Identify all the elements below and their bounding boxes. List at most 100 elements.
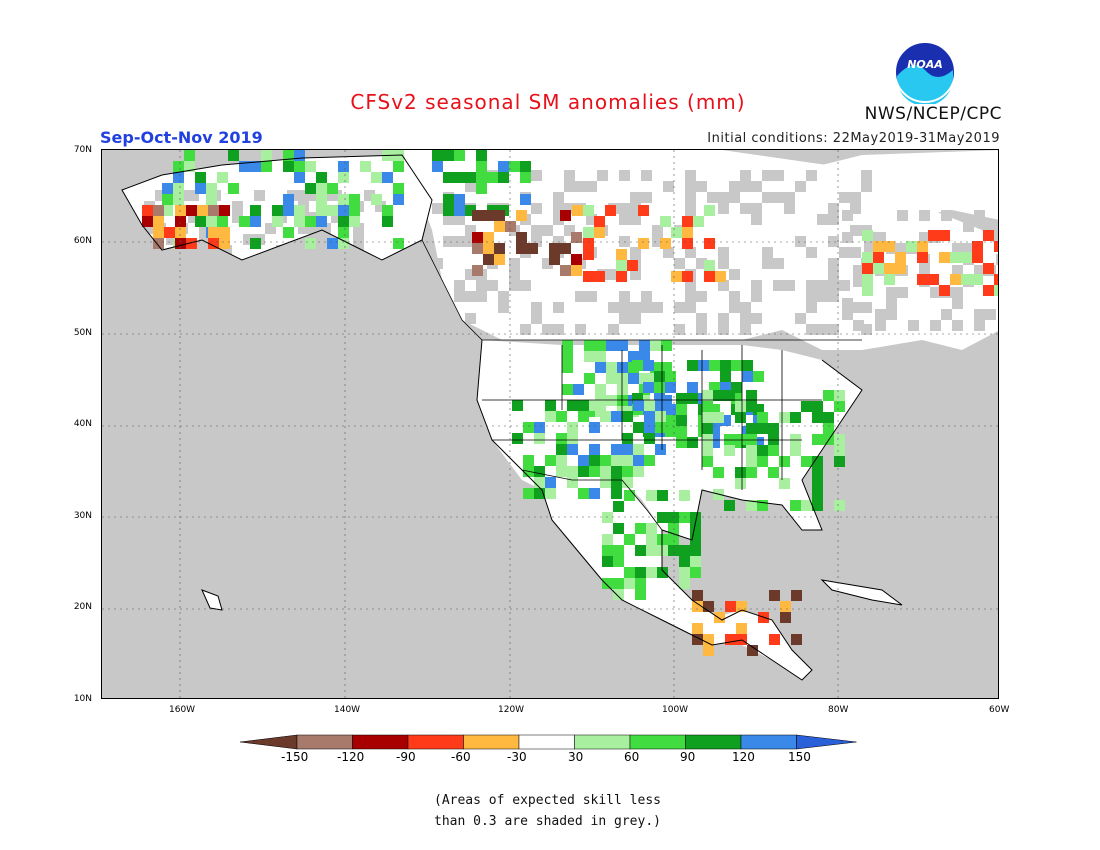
grid-cell bbox=[287, 245, 298, 256]
grid-cell bbox=[186, 205, 197, 216]
grid-cell bbox=[812, 456, 823, 467]
grid-cell bbox=[657, 512, 668, 523]
grid-cell bbox=[731, 393, 742, 404]
grid-cell bbox=[709, 426, 720, 437]
grid-cell bbox=[660, 238, 671, 249]
grid-cell bbox=[228, 183, 239, 194]
grid-cell bbox=[704, 271, 715, 282]
grid-cell bbox=[512, 400, 523, 411]
grid-cell bbox=[465, 225, 476, 236]
grid-cell bbox=[454, 194, 465, 205]
grid-cell bbox=[720, 415, 731, 426]
grid-cell bbox=[679, 556, 690, 567]
grid-cell bbox=[828, 258, 839, 269]
grid-cell bbox=[617, 362, 628, 373]
grid-cell bbox=[613, 556, 624, 567]
grid-cell bbox=[644, 422, 655, 433]
grid-cell bbox=[584, 406, 595, 417]
grid-cell bbox=[919, 210, 930, 221]
grid-cell bbox=[509, 280, 520, 291]
grid-cell bbox=[861, 324, 872, 335]
grid-cell bbox=[884, 263, 895, 274]
grid-cell bbox=[652, 302, 663, 313]
grid-cell bbox=[162, 205, 173, 216]
grid-cell bbox=[685, 247, 696, 258]
grid-cell bbox=[556, 455, 567, 466]
legend-swatch bbox=[352, 734, 409, 750]
grid-cell bbox=[472, 265, 483, 276]
grid-cell bbox=[195, 172, 206, 183]
grid-cell bbox=[578, 466, 589, 477]
grid-cell bbox=[828, 236, 839, 247]
grid-cell bbox=[534, 433, 545, 444]
grid-cell bbox=[567, 400, 578, 411]
grid-cell bbox=[650, 362, 661, 373]
grid-cell bbox=[812, 489, 823, 500]
grid-cell bbox=[702, 401, 713, 412]
legend-swatch bbox=[407, 734, 464, 750]
grid-cell bbox=[884, 274, 895, 285]
grid-cell bbox=[801, 500, 812, 511]
grid-cell bbox=[454, 172, 465, 183]
legend-tick: 30 bbox=[568, 750, 584, 764]
grid-cell bbox=[338, 216, 349, 227]
grid-cell bbox=[850, 192, 861, 203]
grid-cell bbox=[762, 258, 773, 269]
grid-cell bbox=[217, 216, 228, 227]
grid-cell bbox=[746, 423, 757, 434]
season-label: Sep-Oct-Nov 2019 bbox=[100, 128, 263, 147]
grid-cell bbox=[622, 444, 633, 455]
grid-cell bbox=[740, 170, 751, 181]
grid-cell bbox=[571, 254, 582, 265]
grid-cell bbox=[443, 172, 454, 183]
lat-label-60n: 60N bbox=[73, 236, 92, 246]
grid-cell bbox=[619, 302, 630, 313]
grid-cell bbox=[674, 324, 685, 335]
grid-cell bbox=[875, 232, 886, 243]
grid-cell bbox=[828, 214, 839, 225]
grid-cell bbox=[567, 433, 578, 444]
grid-cell bbox=[646, 567, 657, 578]
grid-cell bbox=[657, 490, 668, 501]
grid-cell bbox=[542, 225, 553, 236]
grid-cell bbox=[578, 488, 589, 499]
grid-cell bbox=[791, 590, 802, 601]
grid-cell bbox=[578, 455, 589, 466]
grid-cell bbox=[443, 236, 454, 247]
grid-cell bbox=[768, 434, 779, 445]
grid-cell bbox=[823, 412, 834, 423]
legend-tick: 150 bbox=[788, 750, 811, 764]
grid-cell bbox=[751, 313, 762, 324]
grid-cell bbox=[972, 252, 983, 263]
grid-cell bbox=[595, 395, 606, 406]
grid-cell bbox=[173, 194, 184, 205]
grid-cell bbox=[606, 340, 617, 351]
grid-cell bbox=[562, 351, 573, 362]
grid-cell bbox=[476, 172, 487, 183]
grid-cell bbox=[746, 434, 757, 445]
grid-cell bbox=[166, 234, 177, 245]
grid-cell bbox=[338, 205, 349, 216]
grid-cell bbox=[630, 247, 641, 258]
grid-cell bbox=[567, 444, 578, 455]
grid-cell bbox=[812, 434, 823, 445]
grid-cell bbox=[718, 313, 729, 324]
grid-cell bbox=[795, 313, 806, 324]
grid-cell bbox=[553, 302, 564, 313]
grid-cell bbox=[679, 490, 690, 501]
legend-tick: -30 bbox=[507, 750, 527, 764]
grid-cell bbox=[704, 238, 715, 249]
grid-cell bbox=[309, 223, 320, 234]
grid-cell bbox=[687, 437, 698, 448]
grid-cell bbox=[720, 371, 731, 382]
grid-cell bbox=[556, 466, 567, 477]
grid-cell bbox=[443, 150, 454, 161]
grid-cell bbox=[619, 291, 630, 302]
grid-cell bbox=[806, 247, 817, 258]
grid-cell bbox=[751, 203, 762, 214]
grid-cell bbox=[509, 161, 520, 172]
grid-cell bbox=[812, 478, 823, 489]
grid-cell bbox=[779, 478, 790, 489]
grid-cell bbox=[862, 230, 873, 241]
grid-cell bbox=[254, 256, 265, 267]
